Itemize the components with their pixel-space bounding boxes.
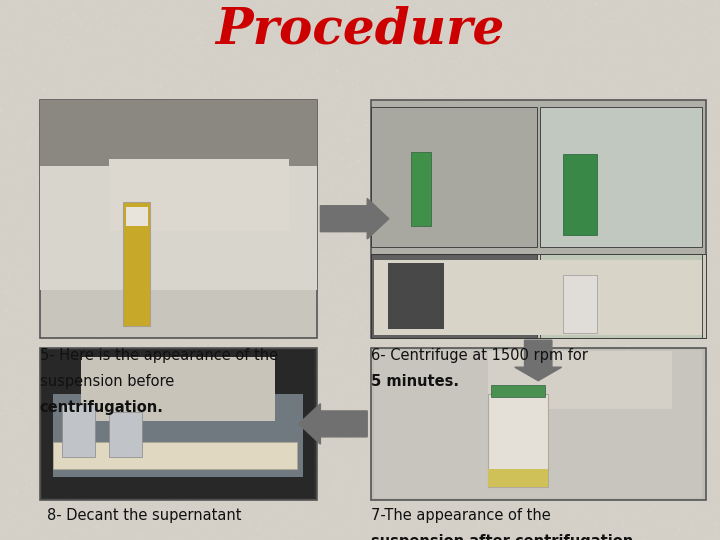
Bar [122,202,150,326]
Bar [109,159,289,231]
Bar [374,350,702,498]
Text: suspension before: suspension before [40,374,174,389]
Bar [371,107,536,247]
Text: centrifugation.: centrifugation. [40,400,163,415]
Bar [109,412,142,457]
Bar [371,254,706,338]
Bar [387,262,444,329]
Bar [488,469,548,488]
Text: 5 minutes.: 5 minutes. [371,374,459,389]
Bar [125,207,148,226]
Text: 6- Centrifuge at 1500 rpm for: 6- Centrifuge at 1500 rpm for [371,348,588,363]
Bar [53,394,303,477]
Bar [53,442,297,469]
Bar [411,152,431,226]
Text: suspension after centrifugation.: suspension after centrifugation. [371,534,639,540]
Bar [40,100,317,338]
Bar [563,154,597,235]
Bar [371,100,706,338]
Bar [374,260,702,335]
Bar [488,394,548,488]
Bar [371,348,706,500]
Bar [40,166,317,290]
Bar [40,348,317,500]
Bar [563,275,597,333]
Bar [540,107,702,247]
Bar [81,357,275,421]
Text: 8- Decant the supernatant: 8- Decant the supernatant [47,508,241,523]
Text: 5- Here is the appearance of the: 5- Here is the appearance of the [40,348,278,363]
Bar [371,254,536,338]
Text: 7-The appearance of the: 7-The appearance of the [371,508,551,523]
Bar [42,350,314,498]
FancyArrow shape [320,199,389,239]
Bar [488,352,672,409]
Bar [40,100,317,166]
Bar [491,384,545,397]
Bar [540,254,702,338]
Bar [62,404,95,457]
Text: Procedure: Procedure [215,5,505,54]
FancyArrow shape [515,340,562,381]
FancyArrow shape [299,404,367,444]
